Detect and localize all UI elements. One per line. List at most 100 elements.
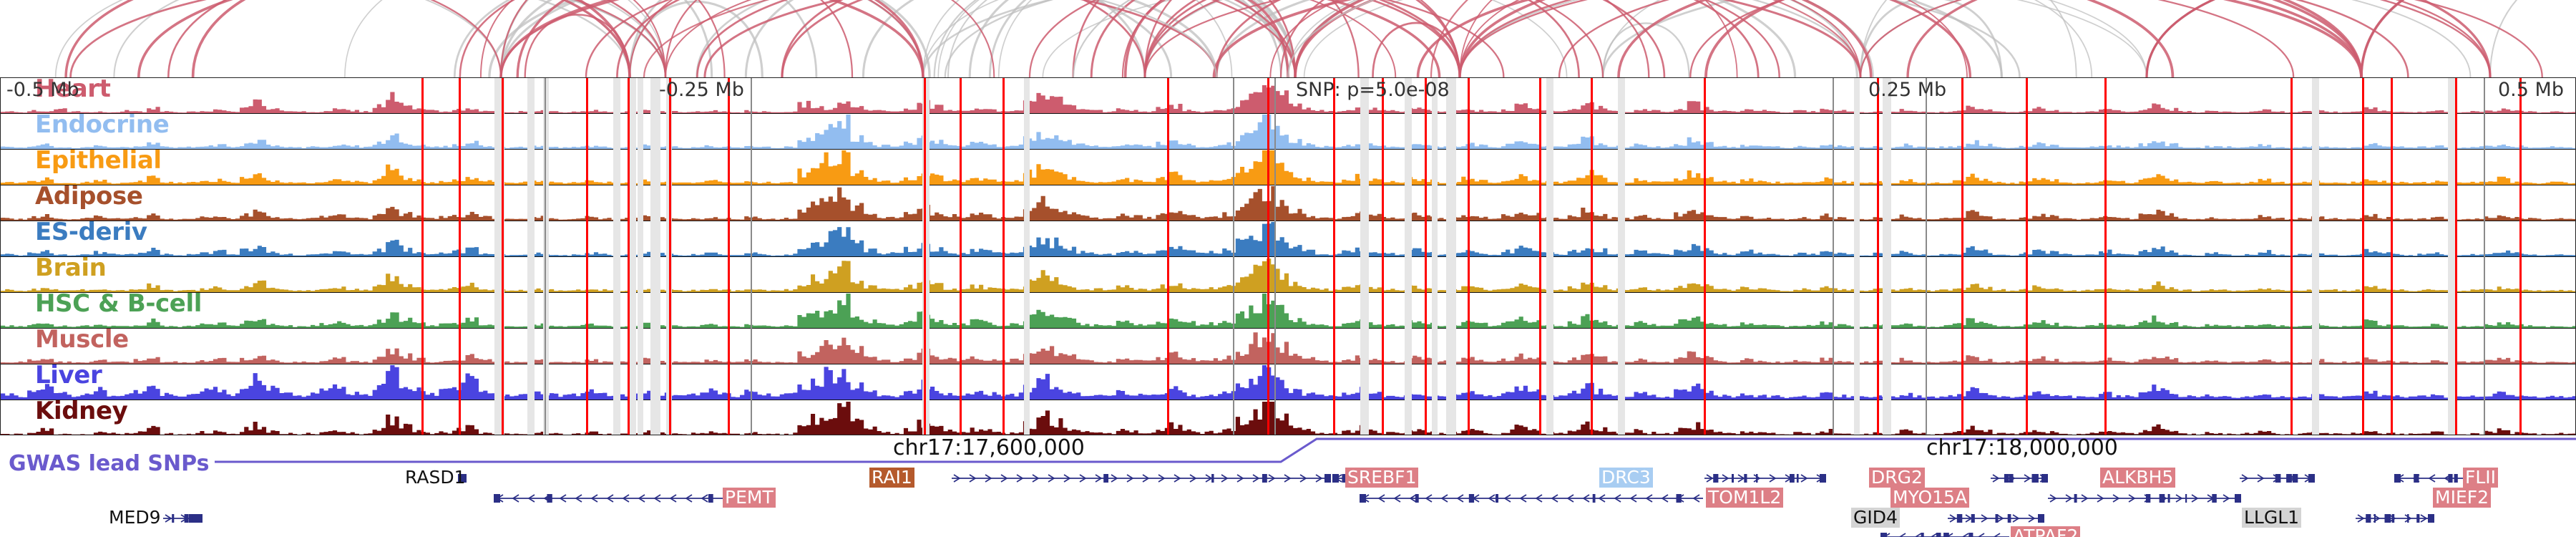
loop-arc [1215,0,1760,77]
loop-arc [933,0,1297,77]
gene-exon [2009,474,2014,483]
loop-arc [488,0,1218,77]
strand-arrow-icon [1645,494,1653,503]
loop-arc [1028,0,1604,77]
gene-label-rasd1[interactable]: RASD1 [405,467,466,488]
loop-arc [479,0,666,77]
loop-arc [1090,0,1461,77]
gene-label-tom1l2[interactable]: TOM1L2 [1706,488,1784,508]
gene-label-med9[interactable]: MED9 [109,507,161,528]
gene-exon [2185,494,2187,503]
strand-arrow-icon [2049,494,2057,503]
gene-label-llgl1[interactable]: LLGL1 [2242,508,2302,528]
strand-arrow-icon [1992,474,2000,483]
signal-track: Heart [1,78,2575,114]
gene-exon [188,514,192,523]
loop-arc [628,0,818,77]
genomic-coordinate-label: chr17:18,000,000 [1926,435,2118,460]
strand-arrow-icon [1800,474,1808,483]
gene-exon [2391,514,2395,523]
gene-exon [2212,494,2217,503]
strand-arrow-icon [1551,494,1558,503]
signal-area [1,85,2575,113]
signal-track: Kidney [1,400,2575,435]
loop-arc [64,0,631,77]
signal-track: Adipose [1,185,2575,221]
strand-arrow-icon [985,474,992,483]
loop-arc [616,0,1146,77]
gwas-lead-snp-connector [215,437,2576,463]
gene-terminal-exon [2428,514,2434,523]
loop-arc [1459,0,2472,77]
gene-terminal-exon [1332,474,1339,483]
gene-exon [2416,514,2419,523]
gene-terminal-exon [1324,474,1331,483]
signal-area [1,186,2575,221]
loop-arc [167,0,667,77]
annotation-panel: GWAS lead SNPs chr17:17,600,000 chr17:18,… [0,435,2576,537]
chromatin-loop-arc-panel [0,0,2576,77]
strand-arrow-icon [1315,474,1323,483]
strand-arrow-icon [1221,474,1229,483]
gene-exon [2366,514,2371,523]
gene-exon [184,514,189,523]
strand-arrow-icon [1189,474,1197,483]
strand-arrow-icon [1722,474,1729,483]
gene-exon [1103,474,1108,483]
strand-arrow-icon [1629,494,1637,503]
gene-exon [1732,474,1734,483]
signal-track: ES-deriv [1,221,2575,257]
gene-label-drg2[interactable]: DRG2 [1869,468,1925,488]
gene-terminal-exon [1880,533,1887,537]
signal-track: Epithelial [1,150,2575,185]
gene-exon [2031,474,2036,483]
gene-label-gid4[interactable]: GID4 [1851,508,1900,528]
gene-exon [709,494,713,503]
strand-arrow-icon [2257,474,2265,483]
strand-arrow-icon [1284,474,1292,483]
loop-arc [1458,0,2175,77]
loop-arc [113,0,667,77]
loop-arc [947,0,1282,77]
gene-terminal-exon [2235,494,2241,503]
gene-label-myo15a[interactable]: MYO15A [1890,488,1970,508]
loop-arc [585,0,1297,77]
strand-arrow-icon [1299,474,1307,483]
gene-label-mief2[interactable]: MIEF2 [2433,488,2492,508]
gene-exon [1415,494,1419,503]
signal-area [1,365,2575,400]
strand-arrow-icon [2065,494,2073,503]
strand-arrow-icon [1535,494,1543,503]
signal-histogram [1,332,2575,364]
signal-histogram [1,186,2575,221]
gene-label-srebf1[interactable]: SREBF1 [1345,468,1419,488]
strand-arrow-icon [1519,494,1527,503]
gene-label-alkbh5[interactable]: ALKBH5 [2100,468,2176,488]
loop-arc [781,0,1297,77]
gene-label-atpaf2[interactable]: ATPAF2 [2011,526,2081,537]
gene-label-rai1[interactable]: RAI1 [869,468,914,488]
gene-exon [2167,494,2170,503]
gene-exon [1796,474,1799,483]
strand-arrow-icon [1409,494,1417,503]
arc-svg [54,0,2543,77]
strand-arrow-icon [606,494,614,503]
strand-arrow-icon [512,494,519,503]
loop-arc [664,0,854,77]
loop-arc [1859,0,1963,77]
strand-arrow-icon [1377,494,1385,503]
gwas-lead-snps-label: GWAS lead SNPs [9,451,210,476]
gene-label-flii[interactable]: FLII [2463,468,2499,488]
loop-arc [137,0,924,77]
strand-arrow-icon [2081,494,2089,503]
strand-arrow-icon [1158,474,1166,483]
strand-arrow-icon [1582,494,1590,503]
strand-arrow-icon [701,494,708,503]
loop-arc [537,0,631,77]
gene-exon [2373,514,2376,523]
strand-arrow-icon [638,494,645,503]
loop-arc [1860,0,2077,77]
gene-label-drc3[interactable]: DRC3 [1599,468,1653,488]
gene-label-pemt[interactable]: PEMT [723,488,776,508]
